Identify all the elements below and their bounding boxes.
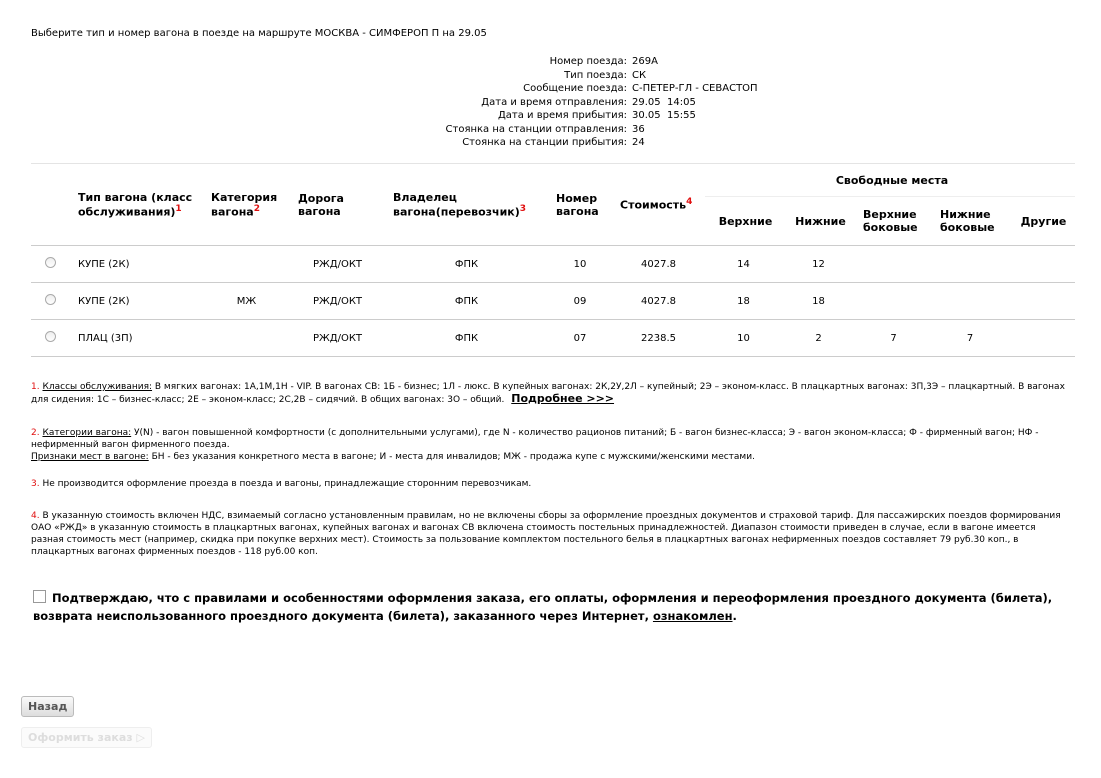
header-upper-side: Верхние боковые bbox=[863, 208, 918, 234]
wagon-radio[interactable] bbox=[45, 257, 56, 268]
cell-lower: 2 bbox=[782, 319, 855, 357]
header-owner: Владелец вагона(перевозчик)3 bbox=[393, 190, 527, 219]
cell-lower-side bbox=[932, 245, 1008, 283]
cell-number: 09 bbox=[548, 282, 612, 320]
wagon-table: Тип вагона (класс обслуживания)1 Категор… bbox=[31, 163, 1076, 357]
cell-number: 07 bbox=[548, 319, 612, 357]
info-row: Дата и время отправления: 29.05 14:05 bbox=[481, 96, 696, 108]
confirm-checkbox[interactable] bbox=[33, 590, 46, 603]
cell-lower: 12 bbox=[782, 245, 855, 283]
table-row[interactable]: КУПЕ (2К) РЖД/ОКТ ФПК 10 4027.8 14 12 bbox=[31, 245, 1076, 283]
cell-cost: 4027.8 bbox=[612, 282, 705, 320]
table-row[interactable]: КУПЕ (2К) МЖ РЖД/ОКТ ФПК 09 4027.8 18 18 bbox=[31, 282, 1076, 320]
cell-owner: ФПК bbox=[385, 319, 548, 357]
footnote-4: 4. В указанную стоимость включен НДС, вз… bbox=[31, 511, 1061, 557]
footnote-2: 2. Категории вагона: У(N) - вагон повыше… bbox=[31, 428, 1039, 462]
cell-lower: 18 bbox=[782, 282, 855, 320]
header-road: Дорога вагона bbox=[298, 191, 344, 218]
wagon-radio[interactable] bbox=[45, 331, 56, 342]
header-upper: Верхние bbox=[718, 214, 773, 228]
back-button[interactable]: Назад bbox=[21, 696, 75, 717]
header-type: Тип вагона (класс обслуживания)1 bbox=[78, 190, 193, 219]
info-row: Сообщение поезда: С-ПЕТЕР-ГЛ - СЕВАСТОП bbox=[523, 83, 758, 94]
info-row: Дата и время прибытия: 30.05 15:55 bbox=[497, 110, 696, 121]
cell-upper: 14 bbox=[705, 245, 782, 283]
confirm-block: Подтверждаю, что с правилами и особеннос… bbox=[33, 590, 1053, 623]
info-row: Номер поезда: 269А bbox=[549, 56, 658, 67]
cell-road: РЖД/ОКТ bbox=[290, 282, 385, 320]
cell-category bbox=[203, 319, 290, 357]
cell-upper-side bbox=[855, 282, 932, 320]
cell-owner: ФПК bbox=[385, 282, 548, 320]
table-row[interactable]: ПЛАЦ (3П) РЖД/ОКТ ФПК 07 2238.5 10 2 7 7 bbox=[31, 319, 1076, 357]
cell-category: МЖ bbox=[203, 282, 290, 320]
info-row: Тип поезда: СК bbox=[564, 69, 647, 81]
header-number: Номер вагона bbox=[556, 191, 599, 218]
cell-number: 10 bbox=[548, 245, 612, 283]
order-button[interactable]: Оформить заказ ▷ bbox=[21, 727, 152, 748]
info-row: Стоянка на станции отправления: 36 bbox=[445, 123, 645, 135]
header-free-seats: Свободные места bbox=[705, 163, 1076, 197]
train-info: Номер поезда: 269А Тип поезда: СК Сообщени… bbox=[300, 55, 900, 150]
header-lower: Нижние bbox=[795, 214, 846, 228]
cell-other bbox=[1008, 245, 1076, 283]
select-radio-cell[interactable] bbox=[31, 282, 70, 320]
header-lower-side: Нижние боковые bbox=[940, 208, 995, 234]
wagon-radio[interactable] bbox=[45, 294, 56, 305]
cell-cost: 4027.8 bbox=[612, 245, 705, 283]
cell-other bbox=[1008, 282, 1076, 320]
cell-upper: 10 bbox=[705, 319, 782, 357]
cell-other bbox=[1008, 319, 1076, 357]
cell-type: ПЛАЦ (3П) bbox=[70, 319, 203, 357]
header-other: Другие bbox=[1020, 214, 1067, 228]
arrow-right-icon: ▷ bbox=[136, 731, 145, 744]
cell-cost: 2238.5 bbox=[612, 319, 705, 357]
cell-lower-side: 7 bbox=[932, 319, 1008, 357]
cell-type: КУПЕ (2К) bbox=[70, 245, 203, 283]
cell-owner: ФПК bbox=[385, 245, 548, 283]
cell-type: КУПЕ (2К) bbox=[70, 282, 203, 320]
cell-category bbox=[203, 245, 290, 283]
cell-upper-side bbox=[855, 245, 932, 283]
footnote-1: 1. Классы обслуживания: В мягких вагонах… bbox=[31, 382, 1065, 405]
select-radio-cell[interactable] bbox=[31, 319, 70, 357]
cell-lower-side bbox=[932, 282, 1008, 320]
footnote-3: 3. Не производится оформление проезда в … bbox=[31, 479, 532, 489]
cell-road: РЖД/ОКТ bbox=[290, 319, 385, 357]
header-category: Категория вагона2 bbox=[211, 190, 278, 219]
cell-road: РЖД/ОКТ bbox=[290, 245, 385, 283]
cell-upper: 18 bbox=[705, 282, 782, 320]
info-row: Стоянка на станции прибытия: 24 bbox=[462, 137, 645, 148]
page-title: Выберите тип и номер вагона в поезде на … bbox=[31, 28, 487, 39]
cell-upper-side: 7 bbox=[855, 319, 932, 357]
header-cost: Стоимость4 bbox=[620, 197, 693, 212]
more-link[interactable]: Подробнее >>> bbox=[511, 392, 615, 405]
select-radio-cell[interactable] bbox=[31, 245, 70, 283]
rules-link[interactable]: ознакомлен bbox=[652, 609, 733, 623]
